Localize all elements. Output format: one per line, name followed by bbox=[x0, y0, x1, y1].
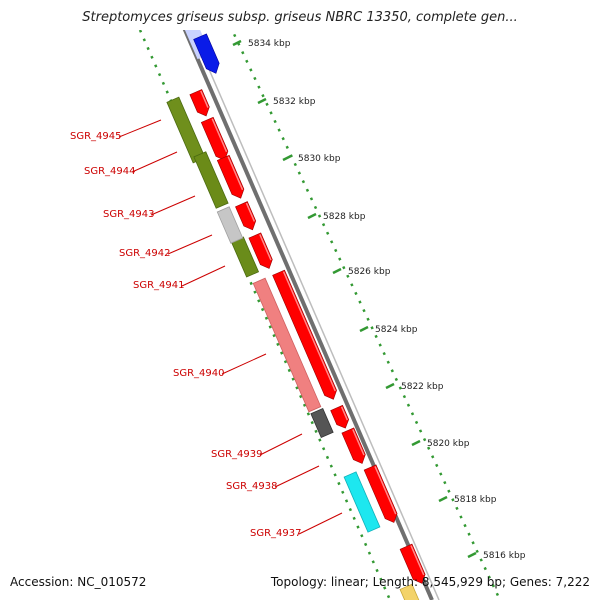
gene-box-olive bbox=[193, 151, 229, 209]
gene-label[interactable]: SGR_4939 bbox=[211, 449, 263, 460]
gene-label[interactable]: SGR_4940 bbox=[173, 368, 225, 379]
gene-arrow-red bbox=[272, 269, 337, 400]
gene-label-leader bbox=[298, 512, 343, 535]
gene-label-leader bbox=[167, 234, 213, 255]
scale-tick bbox=[467, 551, 477, 559]
gene-arrow-red bbox=[399, 543, 426, 584]
scale-tick-label: 5818 kbp bbox=[454, 495, 497, 505]
gene-label-leader bbox=[259, 433, 303, 456]
gene-arrow-red bbox=[216, 154, 245, 199]
gene-arrow-red bbox=[330, 404, 350, 429]
scale-tick-label: 5816 kbp bbox=[483, 551, 526, 561]
gene-box-cyan bbox=[343, 471, 381, 533]
scale-tick-label: 5832 kbp bbox=[273, 97, 316, 107]
scale-tick bbox=[332, 267, 342, 275]
outer-scale-track bbox=[230, 30, 502, 600]
accession-text: Accession: NC_010572 bbox=[10, 575, 147, 589]
scale-tick-label: 5834 kbp bbox=[248, 39, 291, 49]
backbone-shadow bbox=[191, 30, 440, 600]
gene-arrow-red bbox=[248, 232, 273, 269]
scale-tick-label: 5826 kbp bbox=[348, 267, 391, 277]
gene-label[interactable]: SGR_4937 bbox=[250, 528, 302, 539]
blue-gene bbox=[193, 33, 220, 74]
scale-tick bbox=[411, 439, 421, 447]
gene-label-leader bbox=[131, 151, 178, 173]
scale-tick bbox=[257, 97, 267, 105]
gene-label[interactable]: SGR_4943 bbox=[103, 209, 155, 220]
scale-tick bbox=[282, 154, 292, 162]
gene-arrow-red bbox=[200, 116, 229, 161]
scale-tick bbox=[438, 495, 448, 503]
features-layer bbox=[166, 30, 426, 600]
gene-label-leader bbox=[274, 465, 320, 488]
scale-tick-label: 5830 kbp bbox=[298, 154, 341, 164]
scale-tick-label: 5822 kbp bbox=[401, 382, 444, 392]
scale-tick-label: 5824 kbp bbox=[375, 325, 418, 335]
gene-label[interactable]: SGR_4942 bbox=[119, 248, 171, 259]
gene-arrow-red bbox=[341, 427, 366, 464]
scale-tick-label: 5820 kbp bbox=[427, 439, 470, 449]
gene-label[interactable]: SGR_4938 bbox=[226, 481, 278, 492]
gene-label-leader bbox=[221, 353, 267, 375]
gene-label[interactable]: SGR_4944 bbox=[84, 166, 136, 177]
gene-label-leader bbox=[150, 195, 196, 216]
gene-box-darkgrey bbox=[310, 407, 334, 439]
backbone-layer bbox=[182, 30, 440, 600]
scale-layer: 5834 kbp 5832 kbp 5830 kbp 5828 kbp 5826 kbp… bbox=[138, 30, 526, 600]
gene-label[interactable]: SGR_4941 bbox=[133, 280, 185, 291]
gene-arrow-red bbox=[189, 89, 210, 117]
gene-label[interactable]: SGR_4945 bbox=[70, 131, 122, 142]
gene-label-leader bbox=[118, 119, 162, 138]
gene-box-pink bbox=[252, 277, 322, 413]
gene-box-grey bbox=[216, 206, 244, 244]
map-title: Streptomyces griseus subsp. griseus NBRC… bbox=[82, 10, 518, 25]
gene-labels-layer: SGR_4945 SGR_4944 SGR_4943 SGR_4942 SGR_4941… bbox=[70, 119, 343, 539]
gene-label-leader bbox=[181, 265, 226, 287]
scale-tick bbox=[307, 212, 317, 220]
scale-tick bbox=[385, 382, 395, 390]
scale-tick bbox=[232, 39, 242, 47]
scale-tick-label: 5828 kbp bbox=[323, 212, 366, 222]
scale-tick bbox=[359, 325, 369, 333]
gene-arrow-red bbox=[363, 464, 398, 523]
gene-box-yellow bbox=[399, 583, 421, 600]
topology-text: Topology: linear; Length: 8,545,929 bp; … bbox=[270, 575, 590, 589]
gene-arrow-red bbox=[235, 201, 257, 231]
